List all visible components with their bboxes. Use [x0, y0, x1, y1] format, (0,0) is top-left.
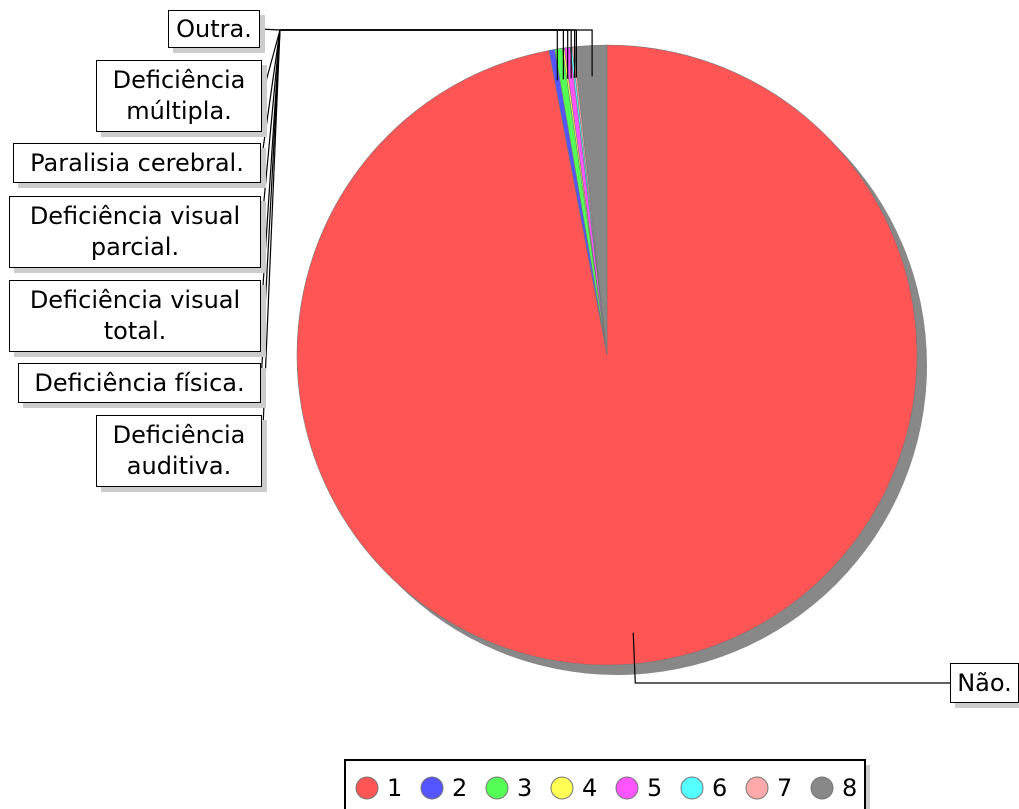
legend-label: 4 — [582, 774, 597, 802]
slice-label: Deficiência física. — [18, 363, 261, 403]
slice-label: Não. — [950, 663, 1019, 703]
leader-line — [632, 632, 950, 684]
slice-label: Deficiência visual total. — [9, 280, 261, 352]
slice-label: Deficiência visual parcial. — [9, 196, 261, 268]
legend-swatch — [485, 776, 509, 800]
legend-swatch — [550, 776, 574, 800]
legend-swatch — [355, 776, 379, 800]
legend-label: 3 — [517, 774, 532, 802]
slice-label: Deficiência auditiva. — [96, 415, 262, 487]
legend-label: 5 — [647, 774, 662, 802]
legend-swatch — [810, 776, 834, 800]
leader-line — [259, 28, 593, 77]
slice-label: Deficiência múltipla. — [96, 60, 262, 132]
legend-swatch — [615, 776, 639, 800]
pie-slice — [573, 44, 608, 356]
legend-label: 6 — [712, 774, 727, 802]
legend-label: 7 — [777, 774, 792, 802]
slice-label: Outra. — [168, 10, 260, 48]
slice-label: Paralisia cerebral. — [13, 143, 261, 183]
legend-swatch — [420, 776, 444, 800]
legend-swatch — [680, 776, 704, 800]
legend-label: 8 — [842, 774, 857, 802]
legend-label: 1 — [387, 774, 402, 802]
legend-swatch — [745, 776, 769, 800]
legend-label: 2 — [452, 774, 467, 802]
